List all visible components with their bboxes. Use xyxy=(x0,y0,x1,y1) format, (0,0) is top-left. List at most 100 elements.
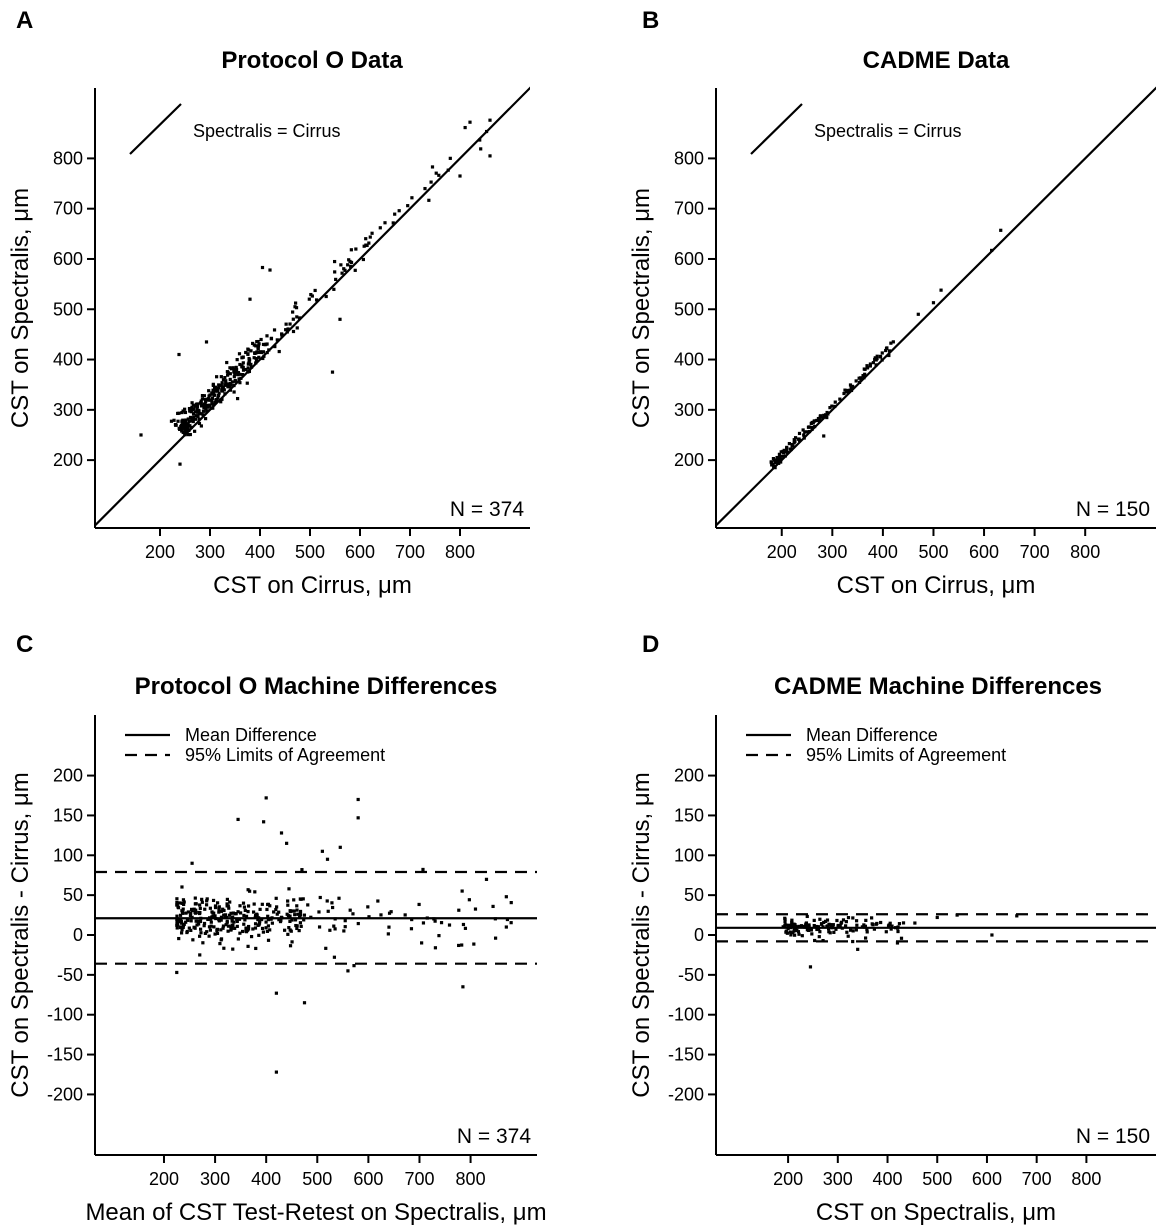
data-point xyxy=(254,357,258,361)
data-point xyxy=(288,322,292,326)
data-point xyxy=(215,375,219,379)
data-point xyxy=(354,247,358,251)
data-point xyxy=(274,907,278,912)
data-point xyxy=(865,927,869,932)
data-point xyxy=(326,909,330,913)
data-point xyxy=(854,928,858,932)
data-point xyxy=(182,900,186,904)
data-point xyxy=(875,354,879,358)
data-point xyxy=(295,908,299,912)
data-point xyxy=(232,390,236,394)
data-point xyxy=(181,430,185,435)
data-point xyxy=(386,932,390,936)
data-point xyxy=(251,341,255,346)
legend-label: Mean Difference xyxy=(185,725,317,745)
data-point xyxy=(352,964,356,968)
data-point xyxy=(180,424,185,428)
y-tick-label: 150 xyxy=(53,805,83,825)
data-point xyxy=(220,397,224,401)
data-point xyxy=(267,348,271,352)
data-point xyxy=(209,920,213,924)
data-point xyxy=(242,913,246,918)
data-point xyxy=(203,931,207,935)
data-point xyxy=(290,918,294,922)
data-point xyxy=(817,419,821,423)
y-tick-label: 500 xyxy=(674,299,704,319)
data-point xyxy=(990,248,994,253)
y-tick-label: -150 xyxy=(668,1045,704,1065)
data-point xyxy=(297,928,301,933)
data-point xyxy=(807,429,812,434)
data-point xyxy=(790,918,794,922)
data-point xyxy=(916,312,920,316)
data-point xyxy=(338,317,342,321)
data-point xyxy=(870,922,874,926)
data-point xyxy=(260,902,264,906)
data-point xyxy=(269,336,274,340)
data-point xyxy=(200,393,205,398)
data-point xyxy=(193,410,197,414)
data-point xyxy=(295,315,299,319)
data-point xyxy=(174,423,178,427)
data-point xyxy=(343,919,347,923)
x-tick-label: 700 xyxy=(1022,1169,1052,1189)
data-point xyxy=(825,918,830,922)
data-point xyxy=(191,419,195,423)
data-point xyxy=(467,898,471,902)
data-point xyxy=(249,365,254,369)
data-point xyxy=(265,350,269,355)
data-point xyxy=(241,355,245,359)
data-point xyxy=(201,409,205,413)
data-point xyxy=(231,366,235,370)
data-point xyxy=(244,926,248,930)
data-point xyxy=(268,928,272,932)
data-point xyxy=(211,382,215,386)
data-point xyxy=(210,399,214,403)
data-point xyxy=(209,406,213,410)
data-point xyxy=(249,934,254,939)
plot-area xyxy=(175,796,513,1074)
data-point xyxy=(229,926,234,930)
data-point xyxy=(223,915,227,919)
x-tick-label: 600 xyxy=(969,542,999,562)
data-point xyxy=(277,349,281,354)
data-point xyxy=(332,259,337,264)
data-point xyxy=(439,921,444,925)
data-point xyxy=(251,927,255,931)
data-point xyxy=(420,941,424,945)
y-tick-label: -200 xyxy=(47,1084,83,1104)
x-tick-label: 300 xyxy=(817,542,847,562)
data-point xyxy=(792,929,796,933)
data-point xyxy=(203,907,207,911)
data-point xyxy=(874,358,878,362)
data-point xyxy=(246,924,251,929)
data-point xyxy=(258,919,262,923)
y-tick-label: 400 xyxy=(674,350,704,370)
data-point xyxy=(770,462,774,467)
data-point xyxy=(217,385,221,390)
data-point xyxy=(175,902,179,906)
data-point xyxy=(818,414,823,418)
data-point xyxy=(366,905,370,909)
data-point xyxy=(189,410,193,414)
data-point xyxy=(356,921,360,926)
data-point xyxy=(261,930,265,934)
data-point xyxy=(887,349,892,353)
data-point xyxy=(192,925,196,929)
data-point xyxy=(293,913,297,917)
data-point xyxy=(193,911,198,915)
data-point xyxy=(886,924,891,928)
data-point xyxy=(332,287,336,291)
data-point xyxy=(804,922,808,926)
data-point xyxy=(244,367,248,372)
data-point xyxy=(193,896,197,900)
data-point xyxy=(817,927,821,931)
x-tick-label: 800 xyxy=(456,1169,486,1189)
data-point xyxy=(275,912,279,916)
data-point xyxy=(201,413,205,417)
y-tick-label: 600 xyxy=(53,249,83,269)
data-point xyxy=(842,391,846,396)
data-point xyxy=(367,241,371,245)
data-point xyxy=(844,924,848,928)
data-point xyxy=(254,946,258,951)
